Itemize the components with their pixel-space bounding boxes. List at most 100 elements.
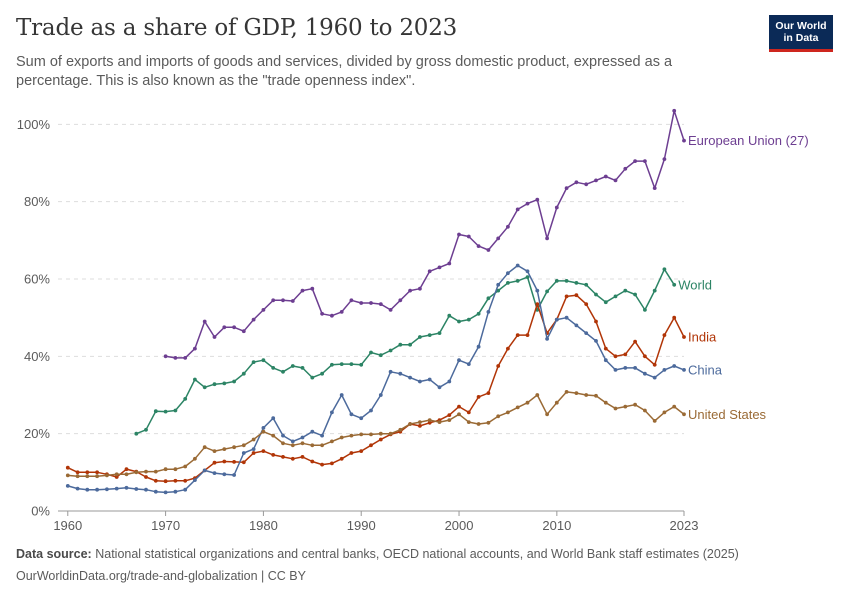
data-point[interactable]	[633, 366, 637, 370]
data-point[interactable]	[466, 317, 471, 322]
data-point[interactable]	[300, 441, 305, 446]
data-point[interactable]	[193, 456, 197, 461]
data-point[interactable]	[320, 462, 324, 467]
data-point[interactable]	[564, 294, 569, 299]
data-point[interactable]	[476, 344, 481, 349]
data-point[interactable]	[584, 331, 589, 335]
data-point[interactable]	[320, 311, 324, 316]
data-point[interactable]	[261, 426, 266, 430]
data-point[interactable]	[310, 459, 315, 464]
data-point[interactable]	[222, 447, 227, 451]
data-point[interactable]	[320, 433, 324, 438]
data-point[interactable]	[613, 368, 618, 372]
data-point[interactable]	[535, 288, 540, 293]
data-point[interactable]	[457, 358, 461, 363]
data-point[interactable]	[261, 449, 266, 453]
data-point[interactable]	[388, 369, 393, 374]
data-point[interactable]	[457, 404, 461, 409]
credit-link[interactable]: OurWorldinData.org/trade-and-globalizati…	[16, 569, 306, 583]
data-point[interactable]	[682, 138, 686, 143]
data-point[interactable]	[359, 449, 364, 453]
data-point[interactable]	[251, 447, 256, 451]
data-point[interactable]	[672, 364, 677, 368]
data-point[interactable]	[672, 315, 677, 320]
data-point[interactable]	[232, 473, 237, 477]
data-point[interactable]	[330, 362, 334, 367]
series-world[interactable]	[134, 267, 677, 436]
data-point[interactable]	[281, 441, 285, 446]
data-point[interactable]	[652, 362, 657, 367]
data-point[interactable]	[427, 269, 432, 274]
data-point[interactable]	[173, 356, 178, 360]
data-point[interactable]	[222, 459, 227, 464]
data-point[interactable]	[447, 261, 452, 266]
data-point[interactable]	[281, 433, 285, 438]
data-point[interactable]	[466, 362, 471, 366]
data-point[interactable]	[515, 207, 520, 212]
data-point[interactable]	[271, 298, 276, 303]
data-point[interactable]	[388, 308, 393, 312]
data-point[interactable]	[515, 279, 520, 283]
data-point[interactable]	[476, 422, 481, 426]
data-point[interactable]	[603, 400, 608, 405]
data-point[interactable]	[300, 288, 305, 293]
data-point[interactable]	[427, 377, 432, 382]
data-point[interactable]	[643, 371, 647, 376]
data-point[interactable]	[202, 319, 207, 324]
data-point[interactable]	[466, 234, 471, 239]
data-point[interactable]	[418, 335, 422, 339]
data-point[interactable]	[408, 375, 412, 380]
data-point[interactable]	[349, 412, 354, 417]
data-point[interactable]	[486, 296, 491, 301]
data-point[interactable]	[408, 422, 412, 426]
data-point[interactable]	[672, 282, 677, 287]
data-point[interactable]	[574, 293, 579, 298]
data-point[interactable]	[643, 308, 647, 312]
data-point[interactable]	[202, 468, 207, 473]
data-point[interactable]	[437, 265, 442, 270]
data-point[interactable]	[603, 300, 608, 305]
data-point[interactable]	[506, 271, 510, 276]
data-point[interactable]	[193, 377, 197, 382]
data-point[interactable]	[300, 366, 305, 370]
data-point[interactable]	[212, 449, 217, 453]
data-point[interactable]	[222, 381, 227, 386]
data-point[interactable]	[378, 431, 383, 436]
data-point[interactable]	[457, 232, 461, 237]
data-point[interactable]	[202, 445, 207, 450]
data-point[interactable]	[173, 489, 178, 494]
data-point[interactable]	[232, 445, 237, 450]
data-point[interactable]	[574, 180, 579, 185]
data-point[interactable]	[153, 478, 158, 483]
data-point[interactable]	[369, 350, 373, 355]
data-point[interactable]	[564, 390, 569, 394]
data-point[interactable]	[163, 490, 168, 495]
data-point[interactable]	[349, 298, 354, 303]
data-point[interactable]	[554, 205, 559, 210]
data-point[interactable]	[271, 416, 276, 421]
data-point[interactable]	[427, 418, 432, 422]
data-point[interactable]	[173, 467, 178, 472]
data-point[interactable]	[447, 313, 452, 318]
data-point[interactable]	[486, 248, 491, 252]
data-point[interactable]	[85, 474, 90, 479]
data-point[interactable]	[652, 288, 657, 293]
data-point[interactable]	[105, 473, 109, 478]
data-point[interactable]	[359, 301, 364, 305]
data-point[interactable]	[643, 354, 647, 359]
data-point[interactable]	[290, 443, 295, 448]
data-point[interactable]	[144, 475, 148, 479]
data-point[interactable]	[202, 385, 207, 390]
data-point[interactable]	[251, 437, 256, 442]
data-point[interactable]	[134, 431, 139, 436]
data-point[interactable]	[330, 313, 334, 318]
data-point[interactable]	[506, 224, 510, 229]
data-point[interactable]	[623, 404, 628, 409]
data-point[interactable]	[545, 236, 549, 241]
data-point[interactable]	[114, 472, 119, 477]
data-point[interactable]	[388, 348, 393, 353]
data-point[interactable]	[349, 362, 354, 366]
series-line[interactable]	[165, 110, 685, 359]
data-point[interactable]	[183, 356, 188, 360]
data-point[interactable]	[408, 342, 412, 347]
